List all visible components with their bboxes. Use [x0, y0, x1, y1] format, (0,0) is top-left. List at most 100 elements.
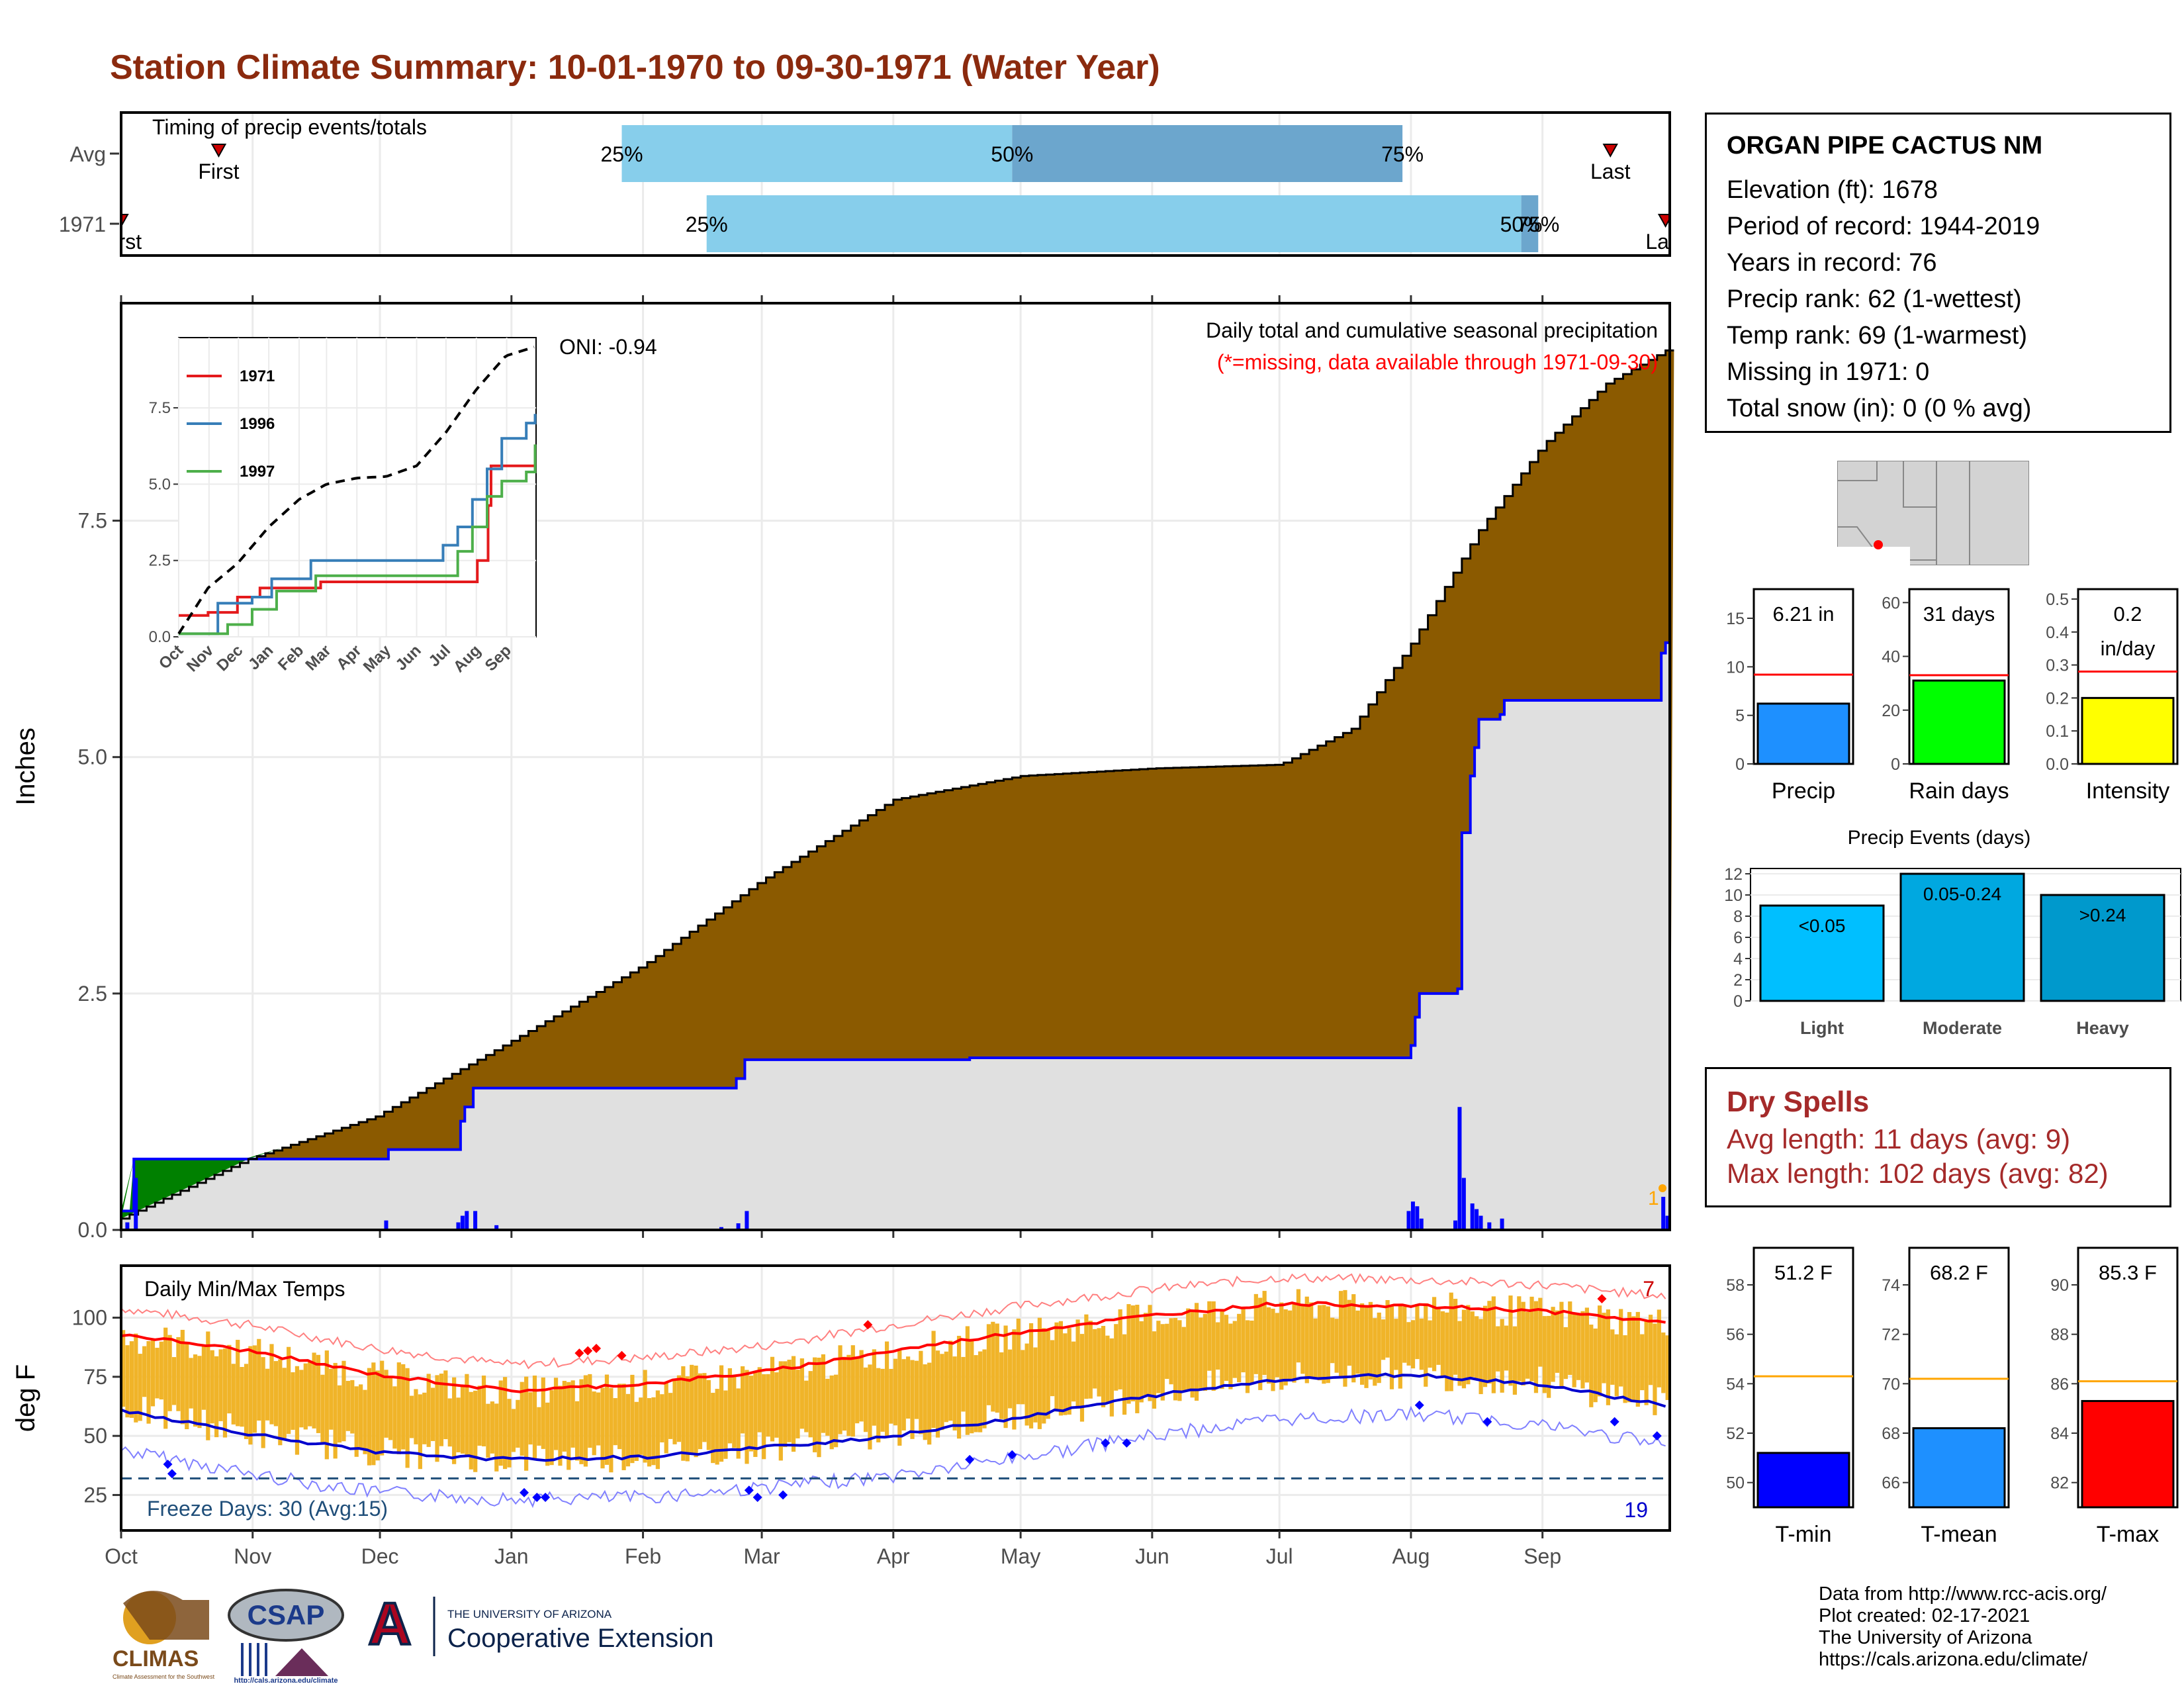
daily-temp-bar — [375, 1370, 380, 1461]
daily-temp-bar — [553, 1378, 559, 1450]
daily-temp-bar — [516, 1399, 520, 1448]
daily-temp-bar — [897, 1348, 902, 1446]
daily-temp-bar — [651, 1397, 656, 1466]
daily-temp-bar — [155, 1348, 159, 1399]
daily-temp-bar — [1512, 1326, 1517, 1395]
daily-temp-bar — [1445, 1312, 1449, 1391]
ua-block-a-icon: A — [369, 1591, 412, 1658]
daily-temp-bar — [1139, 1321, 1144, 1403]
daily-temp-bar — [1271, 1308, 1275, 1391]
daily-temp-bar — [1482, 1305, 1488, 1387]
climas-logo: CLIMAS Climate Assessment for the Southw… — [113, 1591, 215, 1680]
daily-temp-bar — [783, 1361, 788, 1448]
daily-precip-bar — [134, 1178, 138, 1230]
precip-summary-label: Precip — [1772, 778, 1835, 804]
daily-temp-bar — [676, 1375, 682, 1442]
daily-temp-bar — [222, 1348, 228, 1438]
avg-max-line — [120, 1301, 1666, 1393]
tmax-summary-value-bar — [2081, 1399, 2175, 1509]
inset-ytick-label: 7.5 — [149, 399, 171, 417]
daily-temp-bar — [1322, 1305, 1326, 1384]
daily-temp-bar — [1016, 1318, 1021, 1405]
daily-temp-bar — [1241, 1307, 1246, 1373]
daily-temp-bar — [664, 1382, 668, 1454]
daily-temp-bar — [1228, 1323, 1233, 1389]
temp-frame — [120, 1264, 1671, 1532]
daily-temp-bar — [1389, 1305, 1394, 1389]
daily-temp-bar — [706, 1380, 711, 1450]
daily-temp-bar — [1093, 1329, 1097, 1389]
daily-temp-bar — [1508, 1295, 1513, 1386]
tmin-summary-ytick-label: 52 — [1726, 1425, 1745, 1443]
daily-temp-bar — [1487, 1301, 1492, 1384]
daily-temp-bar — [528, 1392, 533, 1445]
intensity-summary-ytick-label: 0.4 — [2046, 624, 2069, 642]
daily-temp-bar — [1105, 1335, 1110, 1404]
summary-bars: 6.21 in 0 5 10 15 Precip 31 days 0 20 40 60 Rain da… — [1726, 588, 2179, 804]
daily-temp-bar — [935, 1350, 940, 1438]
daily-temp-bar — [414, 1389, 418, 1444]
daily-temp-bar — [1377, 1312, 1381, 1383]
daily-temp-bar — [770, 1356, 775, 1442]
daily-temp-bar — [1169, 1318, 1173, 1385]
daily-temp-bar — [753, 1372, 758, 1457]
record-high-marker-icon — [1597, 1294, 1607, 1303]
daily-temp-bar — [295, 1366, 300, 1455]
daily-temp-bar — [1317, 1305, 1322, 1381]
record-low-marker-icon — [744, 1485, 754, 1495]
daily-temp-bar — [914, 1360, 919, 1419]
dry-spells-avg: Avg length: 11 days (avg: 9) — [1727, 1123, 2071, 1154]
daily-temp-bar — [1211, 1301, 1216, 1391]
daily-precip-bar — [384, 1220, 388, 1230]
record-low-line — [120, 1405, 1666, 1509]
daily-temp-bar — [1428, 1320, 1432, 1368]
record-low-marker-icon — [541, 1493, 551, 1502]
daily-temp-bar — [872, 1349, 876, 1426]
daily-temp-bar — [1517, 1296, 1522, 1382]
daily-temp-bar — [1194, 1303, 1199, 1401]
temp-ytick-label: 50 — [83, 1424, 107, 1448]
daily-temp-bar — [660, 1394, 664, 1442]
daily-precip-bar — [745, 1211, 749, 1230]
daily-temp-bar — [1593, 1328, 1598, 1403]
csap-logo: CSAP http://cals.arizona.edu/climate — [228, 1589, 344, 1683]
timing-bar-q25-q50 — [621, 125, 1013, 182]
daily-temp-bar — [384, 1370, 388, 1438]
daily-temp-bar — [520, 1382, 524, 1456]
tmax-summary-ytick-label: 82 — [2050, 1474, 2069, 1493]
daily-temp-bar — [1144, 1313, 1148, 1395]
daily-temp-bar — [1559, 1301, 1564, 1389]
month-axis: Oct Nov Dec Jan Feb Mar Apr May Jun Jul Aug Sep — [105, 1530, 1561, 1568]
station-years: Years in record: 76 — [1727, 249, 1937, 277]
precip-header: Daily total and cumulative seasonal prec… — [1206, 318, 1658, 342]
daily-temp-bar — [333, 1362, 338, 1459]
daily-temp-bar — [965, 1326, 970, 1435]
daily-temp-bar — [1347, 1299, 1351, 1366]
daily-temp-bar — [486, 1403, 490, 1458]
temp-panel: Daily Min/Max Temps 7 19 Freeze Days: 30 (A… — [11, 1264, 1671, 1532]
month-label: Oct — [105, 1544, 138, 1568]
daily-temp-bar — [273, 1361, 278, 1427]
daily-temp-bar — [240, 1367, 244, 1427]
daily-temp-bar — [893, 1358, 897, 1426]
daily-temp-bar — [1627, 1312, 1632, 1403]
inset-legend-label: 1996 — [240, 415, 275, 433]
daily-temp-bar — [1504, 1325, 1509, 1371]
daily-temp-bar — [825, 1378, 830, 1436]
daily-temp-bar — [1461, 1309, 1467, 1389]
credit-source: Data from http://www.rcc-acis.org/ — [1819, 1583, 2107, 1605]
daily-temp-bar — [604, 1374, 610, 1465]
station-name: ORGAN PIPE CACTUS NM — [1727, 132, 2043, 160]
daily-temp-bar — [668, 1393, 673, 1439]
month-label: Jul — [1266, 1544, 1293, 1568]
daily-temp-bar — [227, 1344, 232, 1414]
daily-temp-bar — [910, 1360, 915, 1439]
daily-precip-bar — [1453, 1220, 1458, 1230]
daily-temp-bar — [1373, 1318, 1377, 1386]
surplus-area — [121, 1147, 283, 1219]
daily-temp-bar — [931, 1331, 936, 1429]
events-ytick-label: 8 — [1733, 908, 1743, 926]
daily-temp-bar — [1326, 1306, 1330, 1383]
daily-temp-bar — [727, 1368, 732, 1444]
daily-temp-bar — [418, 1394, 422, 1470]
